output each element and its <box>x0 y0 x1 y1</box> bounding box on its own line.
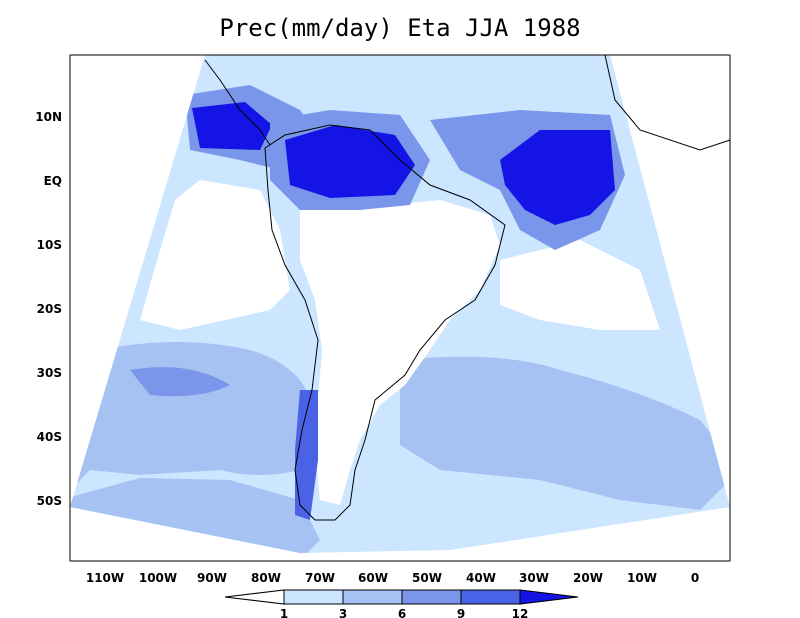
legend-label: 1 <box>280 607 288 618</box>
model-domain <box>70 55 730 553</box>
itcz-precip-atlantic-core <box>500 130 615 225</box>
x-tick-label: 110W <box>86 571 124 585</box>
x-tick-label: 90W <box>197 571 227 585</box>
x-tick-label: 30W <box>519 571 549 585</box>
dry-region-south-america <box>300 200 500 505</box>
y-tick-label: 50S <box>37 494 62 508</box>
x-tick-label: 20W <box>573 571 603 585</box>
y-axis: 10N EQ 10S 20S 30S 40S 50S <box>35 55 71 561</box>
precip-field-south-atlantic <box>400 356 730 510</box>
y-tick-label: 30S <box>37 366 62 380</box>
legend-label: 3 <box>339 607 347 618</box>
legend-swatch-3-6 <box>342 589 403 605</box>
y-tick-label: 40S <box>37 430 62 444</box>
dry-region-south-atlantic <box>500 240 660 330</box>
south-america-coastline <box>264 124 506 521</box>
y-tick-label: EQ <box>44 174 62 188</box>
central-america-coastline <box>204 59 271 146</box>
precip-field-south-pacific <box>70 342 310 500</box>
x-axis: 110W 100W 90W 80W 70W 60W 50W 40W 30W 20… <box>70 560 730 585</box>
amazon-precip-core <box>285 125 415 198</box>
dry-region-pacific <box>140 180 290 330</box>
x-tick-label: 50W <box>412 571 442 585</box>
legend-label: 12 <box>512 607 529 618</box>
x-tick-label: 40W <box>466 571 496 585</box>
y-tick-label: 20S <box>37 302 62 316</box>
color-bar: 1 3 6 9 12 <box>224 589 579 618</box>
map-title: Prec(mm/day) Eta JJA 1988 <box>219 14 581 42</box>
legend-label: 9 <box>457 607 465 618</box>
legend-swatch-9-12 <box>460 589 521 605</box>
andes-precip-patagonia <box>295 390 318 520</box>
y-tick-label: 10S <box>37 238 62 252</box>
precip-field-pacific-streak <box>130 367 230 397</box>
legend-swatch-6-9 <box>401 589 462 605</box>
legend-label: 6 <box>398 607 406 618</box>
x-tick-label: 70W <box>305 571 335 585</box>
coastlines <box>204 54 731 521</box>
legend-swatch-above-12 <box>519 589 579 605</box>
itcz-precip-east-pacific-core <box>192 102 272 150</box>
x-tick-label: 0 <box>691 571 699 585</box>
x-tick-label: 100W <box>139 571 177 585</box>
legend-swatch-below-1 <box>224 589 285 605</box>
africa-coastline <box>604 54 731 151</box>
x-tick-label: 10W <box>627 571 657 585</box>
x-tick-label: 60W <box>358 571 388 585</box>
legend-swatch-1-3 <box>283 589 344 605</box>
x-tick-label: 80W <box>251 571 281 585</box>
y-tick-label: 10N <box>35 110 62 124</box>
